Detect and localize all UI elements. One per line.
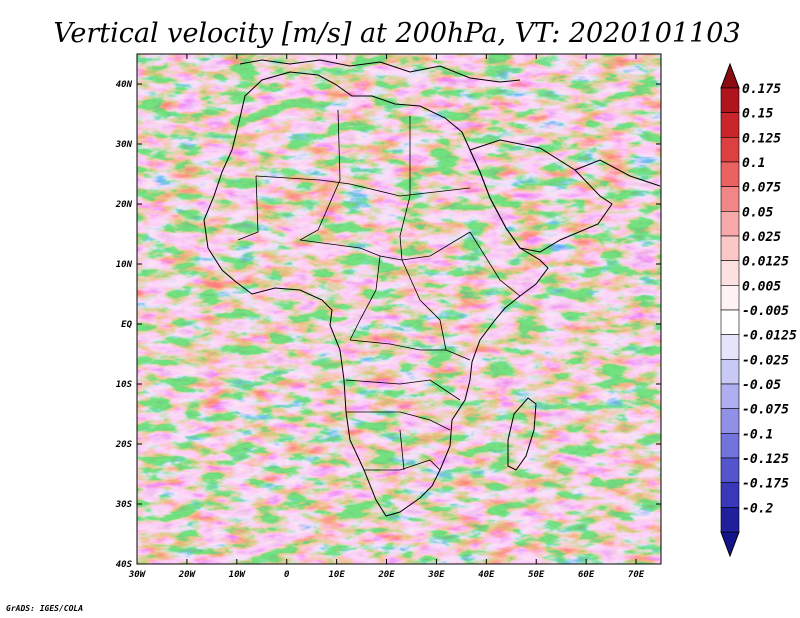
colorbar-swatch [720, 482, 740, 508]
colorbar-swatch [720, 211, 740, 237]
y-tick-label: 30S [115, 500, 133, 510]
iran-coastline [574, 159, 661, 187]
colorbar-label: 0.025 [742, 230, 781, 245]
europe-coastline [239, 59, 521, 83]
colorbar-label: -0.0125 [742, 329, 797, 344]
colorbar-label: -0.125 [742, 452, 789, 467]
coastlines [203, 59, 661, 517]
map-panel [137, 54, 661, 564]
colorbar-swatch [720, 186, 740, 212]
colorbar-swatch [720, 359, 740, 385]
x-tick-label: 30E [427, 570, 445, 580]
colorbar-label: 0.005 [742, 279, 781, 294]
colorbar-swatch [720, 285, 740, 311]
colorbar-over-triangle [720, 62, 740, 89]
x-tick-label: 10W [229, 570, 247, 580]
colorbar-swatch [720, 383, 740, 409]
colorbar-swatch [720, 161, 740, 187]
colorbar-swatch [720, 507, 740, 533]
colorbar-swatch [720, 334, 740, 360]
map-frame [136, 53, 662, 565]
arabia-coastline [469, 139, 613, 253]
colorbar-under-triangle [720, 531, 740, 558]
colorbar-label: 0.1 [742, 156, 765, 171]
colorbar-swatch [720, 137, 740, 163]
y-tick-label: 40S [116, 560, 133, 570]
colorbar-label: -0.05 [742, 378, 781, 393]
y-tick-label: 10N [116, 260, 133, 270]
plot-title: Vertical velocity [m/s] at 200hPa, VT: 2… [53, 18, 740, 49]
colorbar-swatch [720, 235, 740, 261]
x-tick-label: 70E [628, 570, 645, 580]
colorbar-label: 0.125 [742, 131, 781, 146]
colorbar-swatch [720, 87, 740, 113]
colorbar-label: -0.2 [742, 501, 773, 516]
colorbar-label: -0.005 [742, 304, 789, 319]
colorbar-label: -0.1 [742, 427, 773, 442]
colorbar-swatch [720, 408, 740, 434]
x-tick-label: 10E [328, 570, 345, 580]
colorbar-swatch [720, 260, 740, 286]
vertical-velocity-field [137, 54, 661, 564]
colorbar-label: 0.075 [742, 181, 781, 196]
y-tick-label: 20N [115, 200, 133, 210]
y-tick-label: 40N [116, 80, 133, 90]
colorbar-swatch [720, 433, 740, 459]
x-tick-label: 60E [578, 570, 595, 580]
x-tick-label: 20W [178, 570, 197, 580]
africa-coastline [203, 71, 549, 517]
map-axes: 30W 20W 10W 0 10E 20E 30E 40E 50E 60E 70E 40N 30N 20N… [115, 54, 661, 580]
x-tick-label: 30W [128, 570, 147, 580]
colorbar-label: -0.075 [742, 403, 789, 418]
x-tick-label: 0 [284, 570, 290, 580]
colorbar-label: -0.025 [742, 353, 789, 368]
colorbar-label: -0.175 [742, 477, 789, 492]
y-tick-label: 20S [115, 440, 133, 450]
colorbar-swatch [720, 457, 740, 483]
colorbar: 0.175 0.15 0.125 0.1 0.075 0.05 0.025 0.0125 0.0… [720, 62, 797, 558]
colorbar-swatch [720, 309, 740, 335]
grads-credit: GrADS: IGES/COLA [6, 604, 83, 613]
x-tick-label: 20E [377, 570, 395, 580]
colorbar-label: 0.0125 [742, 255, 789, 270]
y-tick-label: EQ [121, 320, 132, 330]
x-tick-label: 50E [528, 570, 545, 580]
colorbar-label: 0.15 [742, 107, 773, 122]
colorbar-label: 0.175 [742, 82, 781, 97]
country-borders [237, 109, 521, 471]
y-tick-label: 30N [115, 140, 133, 150]
colorbar-swatch [720, 112, 740, 138]
x-tick-label: 40E [478, 570, 495, 580]
colorbar-label: 0.05 [742, 205, 773, 220]
madagascar-coastline [507, 397, 537, 471]
y-tick-label: 10S [116, 380, 133, 390]
